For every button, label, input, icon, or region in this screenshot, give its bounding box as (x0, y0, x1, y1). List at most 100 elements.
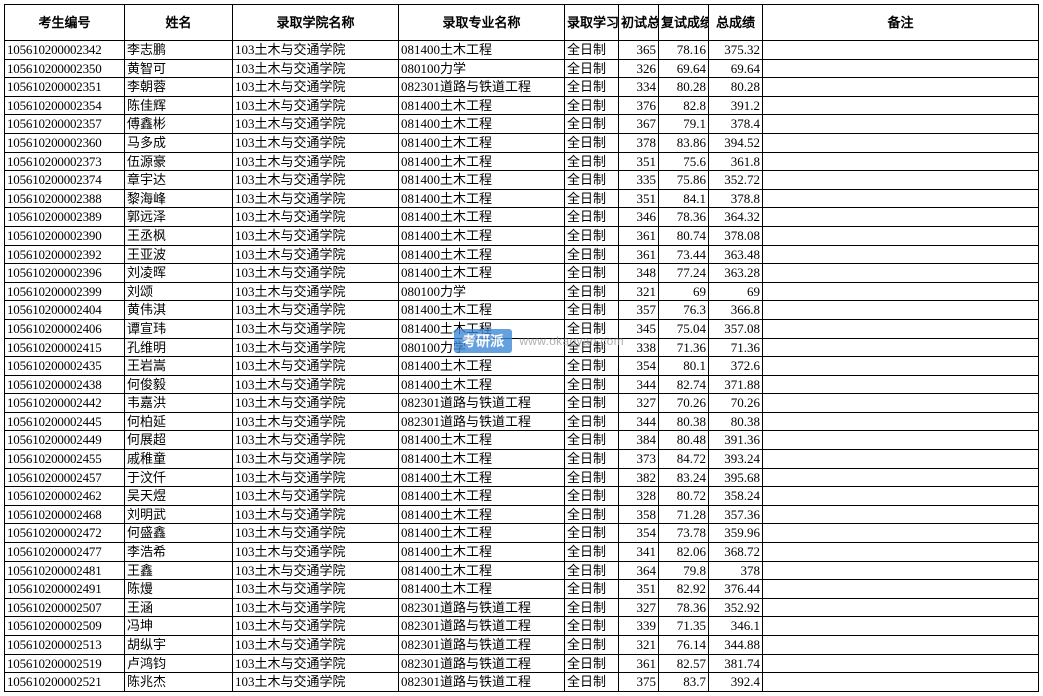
cell-init: 361 (619, 226, 659, 245)
cell-mode: 全日制 (565, 524, 619, 543)
cell-id: 105610200002388 (5, 189, 125, 208)
cell-mode: 全日制 (565, 450, 619, 469)
cell-retest: 80.1 (659, 357, 709, 376)
cell-id: 105610200002438 (5, 375, 125, 394)
cell-school: 103土木与交通学院 (233, 78, 399, 97)
cell-id: 105610200002472 (5, 524, 125, 543)
cell-init: 326 (619, 59, 659, 78)
cell-remark (763, 264, 1039, 283)
table-row: 105610200002462吴天煜103土木与交通学院081400土木工程全日… (5, 487, 1039, 506)
cell-total: 361.8 (709, 152, 763, 171)
cell-major: 081400土木工程 (399, 152, 565, 171)
cell-name: 何柏延 (125, 412, 233, 431)
cell-name: 陈兆杰 (125, 673, 233, 692)
cell-total: 391.36 (709, 431, 763, 450)
cell-id: 105610200002442 (5, 394, 125, 413)
cell-major: 081400土木工程 (399, 580, 565, 599)
cell-retest: 84.72 (659, 450, 709, 469)
cell-retest: 78.16 (659, 41, 709, 60)
cell-major: 082301道路与铁道工程 (399, 394, 565, 413)
cell-school: 103土木与交通学院 (233, 524, 399, 543)
cell-school: 103土木与交通学院 (233, 226, 399, 245)
cell-init: 345 (619, 319, 659, 338)
cell-total: 359.96 (709, 524, 763, 543)
col-header-school: 录取学院名称 (233, 5, 399, 41)
cell-init: 354 (619, 357, 659, 376)
cell-init: 351 (619, 580, 659, 599)
cell-name: 黎海峰 (125, 189, 233, 208)
cell-school: 103土木与交通学院 (233, 96, 399, 115)
table-row: 105610200002350黄智可103土木与交通学院080100力学全日制3… (5, 59, 1039, 78)
cell-mode: 全日制 (565, 673, 619, 692)
cell-total: 352.72 (709, 171, 763, 190)
cell-total: 69.64 (709, 59, 763, 78)
cell-init: 384 (619, 431, 659, 450)
cell-major: 081400土木工程 (399, 543, 565, 562)
cell-name: 何俊毅 (125, 375, 233, 394)
cell-mode: 全日制 (565, 431, 619, 450)
cell-school: 103土木与交通学院 (233, 431, 399, 450)
cell-school: 103土木与交通学院 (233, 189, 399, 208)
cell-mode: 全日制 (565, 282, 619, 301)
cell-retest: 79.8 (659, 561, 709, 580)
table-row: 105610200002404黄伟淇103土木与交通学院081400土木工程全日… (5, 301, 1039, 320)
cell-id: 105610200002342 (5, 41, 125, 60)
cell-init: 357 (619, 301, 659, 320)
cell-total: 346.1 (709, 617, 763, 636)
cell-remark (763, 375, 1039, 394)
cell-id: 105610200002389 (5, 208, 125, 227)
cell-retest: 82.57 (659, 654, 709, 673)
cell-mode: 全日制 (565, 78, 619, 97)
cell-name: 吴天煜 (125, 487, 233, 506)
cell-major: 081400土木工程 (399, 375, 565, 394)
cell-school: 103土木与交通学院 (233, 375, 399, 394)
cell-school: 103土木与交通学院 (233, 394, 399, 413)
cell-total: 378.8 (709, 189, 763, 208)
cell-total: 69 (709, 282, 763, 301)
cell-remark (763, 152, 1039, 171)
cell-remark (763, 673, 1039, 692)
cell-remark (763, 394, 1039, 413)
cell-name: 陈熳 (125, 580, 233, 599)
cell-retest: 78.36 (659, 208, 709, 227)
cell-major: 081400土木工程 (399, 505, 565, 524)
cell-major: 081400土木工程 (399, 524, 565, 543)
cell-init: 344 (619, 375, 659, 394)
cell-major: 081400土木工程 (399, 115, 565, 134)
cell-init: 335 (619, 171, 659, 190)
cell-school: 103土木与交通学院 (233, 412, 399, 431)
cell-major: 082301道路与铁道工程 (399, 636, 565, 655)
cell-remark (763, 282, 1039, 301)
cell-name: 韦嘉洪 (125, 394, 233, 413)
cell-mode: 全日制 (565, 394, 619, 413)
cell-remark (763, 301, 1039, 320)
cell-id: 105610200002468 (5, 505, 125, 524)
table-row: 105610200002389郭远泽103土木与交通学院081400土木工程全日… (5, 208, 1039, 227)
cell-init: 367 (619, 115, 659, 134)
cell-init: 339 (619, 617, 659, 636)
cell-remark (763, 357, 1039, 376)
cell-id: 105610200002390 (5, 226, 125, 245)
table-row: 105610200002509冯坤103土木与交通学院082301道路与铁道工程… (5, 617, 1039, 636)
cell-retest: 69 (659, 282, 709, 301)
table-row: 105610200002415孔维明103土木与交通学院080100力学全日制3… (5, 338, 1039, 357)
cell-school: 103土木与交通学院 (233, 319, 399, 338)
cell-total: 375.32 (709, 41, 763, 60)
cell-retest: 73.78 (659, 524, 709, 543)
cell-remark (763, 580, 1039, 599)
cell-school: 103土木与交通学院 (233, 59, 399, 78)
cell-id: 105610200002513 (5, 636, 125, 655)
table-row: 105610200002399刘颂103土木与交通学院080100力学全日制32… (5, 282, 1039, 301)
cell-mode: 全日制 (565, 41, 619, 60)
cell-remark (763, 226, 1039, 245)
table-row: 105610200002360马多成103土木与交通学院081400土木工程全日… (5, 133, 1039, 152)
cell-remark (763, 412, 1039, 431)
cell-major: 081400土木工程 (399, 96, 565, 115)
cell-id: 105610200002396 (5, 264, 125, 283)
cell-retest: 80.74 (659, 226, 709, 245)
cell-init: 361 (619, 245, 659, 264)
cell-name: 何展超 (125, 431, 233, 450)
cell-init: 351 (619, 152, 659, 171)
table-row: 105610200002513胡纵宇103土木与交通学院082301道路与铁道工… (5, 636, 1039, 655)
cell-school: 103土木与交通学院 (233, 617, 399, 636)
